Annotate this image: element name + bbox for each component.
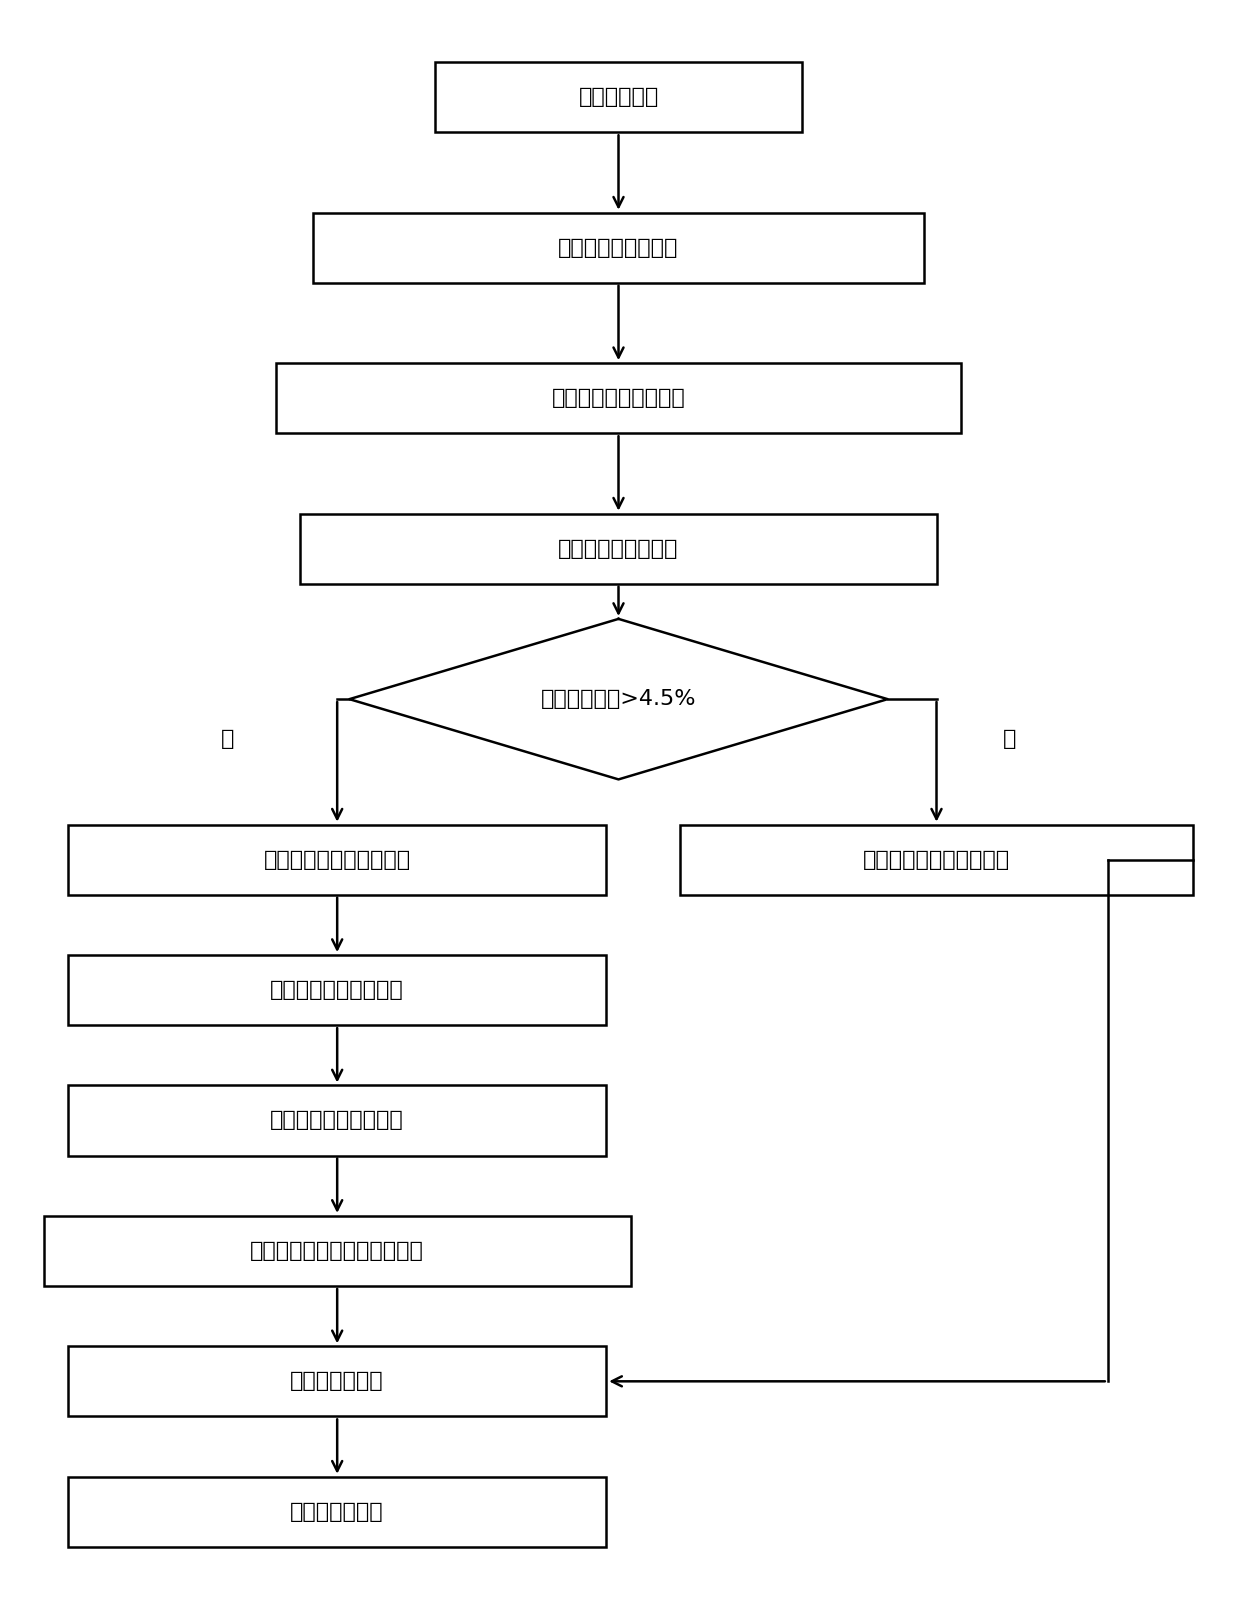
Text: 否: 否 — [1003, 729, 1017, 750]
Bar — [301, 513, 936, 584]
Text: 黑腔边界即为腺咍口边界: 黑腔边界即为腺咍口边界 — [863, 850, 1011, 869]
Bar — [68, 1085, 606, 1156]
Text: 计算图像中的黑腔位置: 计算图像中的黑腔位置 — [552, 389, 685, 408]
Text: 获取目标图像: 获取目标图像 — [579, 87, 658, 107]
Bar — [276, 363, 961, 434]
Text: 基于水平集计算初始轮廓: 基于水平集计算初始轮廓 — [263, 850, 411, 869]
Text: 修正初始轮廓的上边界: 修正初始轮廓的上边界 — [271, 979, 404, 1001]
Bar — [68, 1347, 606, 1417]
Text: 上下边界相连即为腺咍口边界: 上下边界相连即为腺咍口边界 — [250, 1240, 424, 1261]
Text: 修正初始轮廓的下边界: 修正初始轮廓的下边界 — [271, 1111, 404, 1130]
Text: 是: 是 — [220, 729, 234, 750]
Text: 计算腺咍口面积: 计算腺咍口面积 — [291, 1371, 383, 1391]
Bar — [68, 955, 606, 1025]
Bar — [679, 824, 1194, 895]
Text: 计算腺咍闭合度: 计算腺咍闭合度 — [291, 1502, 383, 1522]
Text: 计算黑腔的面积占比: 计算黑腔的面积占比 — [558, 539, 679, 559]
Bar — [313, 212, 924, 283]
Text: 黑腔面积占比>4.5%: 黑腔面积占比>4.5% — [541, 690, 696, 709]
Bar — [43, 1216, 631, 1285]
Bar — [68, 1477, 606, 1546]
Bar — [435, 62, 802, 133]
Text: 对图像帧进行预处理: 对图像帧进行预处理 — [558, 238, 679, 257]
Bar — [68, 824, 606, 895]
